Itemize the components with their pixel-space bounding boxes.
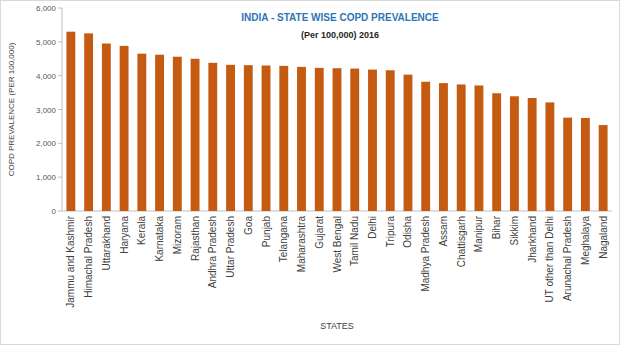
chart-frame	[1, 1, 620, 345]
bar	[545, 102, 554, 211]
x-tick-label: Uttar Pradesh	[225, 216, 236, 278]
y-tick	[58, 109, 62, 110]
x-axis-title: STATES	[320, 321, 354, 331]
x-tick-label: Gujarat	[314, 216, 325, 249]
bar	[510, 96, 519, 211]
bar	[244, 65, 253, 211]
bar	[563, 118, 572, 211]
bar	[457, 84, 466, 211]
x-tick-label: Maharashtra	[296, 216, 307, 273]
bars	[66, 32, 607, 211]
x-tick-label: Himachal Pradesh	[83, 216, 94, 298]
bar	[386, 70, 395, 211]
x-tick-label: UT other than Delhi	[544, 216, 555, 303]
bar	[599, 125, 608, 211]
y-tick	[58, 211, 62, 212]
x-tick-label: Telangana	[278, 216, 289, 263]
bar	[297, 67, 306, 211]
subtitle: (Per 100,000) 2016	[301, 30, 379, 40]
x-tick-label: Goa	[243, 216, 254, 235]
chart: 0 1,000 2,000 3,000 4,000 5,000 6,000 Jammu and…	[0, 0, 620, 345]
bar	[528, 98, 537, 211]
bar	[120, 46, 129, 211]
x-tick-label: Delhi	[367, 216, 378, 239]
y-tick-label: 0	[52, 207, 57, 216]
y-tick	[58, 8, 62, 9]
x-tick-label: Uttarakhand	[101, 216, 112, 270]
x-tick-label: Meghalaya	[580, 216, 591, 265]
x-tick-label: Haryana	[119, 216, 130, 254]
x-tick-label: Bihar	[491, 215, 502, 239]
bar	[137, 54, 146, 211]
x-tick-label: Nagaland	[598, 216, 609, 259]
bar	[333, 68, 342, 211]
x-tick-label: Karnataka	[154, 216, 165, 262]
x-tick-label: West Bengal	[332, 216, 343, 273]
bar	[475, 85, 484, 211]
y-axis	[62, 8, 63, 211]
x-tick-label: Tamil Nadu	[349, 216, 360, 266]
bar	[208, 63, 217, 211]
bar	[279, 66, 288, 211]
y-tick	[58, 75, 62, 76]
y-tick	[58, 143, 62, 144]
bar	[315, 68, 324, 211]
bar	[84, 33, 93, 211]
y-tick	[58, 177, 62, 178]
bar	[262, 66, 271, 211]
y-tick-label: 6,000	[36, 4, 57, 13]
x-tick-label: Assam	[438, 216, 449, 247]
y-tick-label: 3,000	[36, 106, 57, 115]
bar	[492, 93, 501, 211]
bar	[226, 65, 235, 211]
x-tick-label: Madhya Pradesh	[420, 216, 431, 292]
bar	[439, 83, 448, 211]
bar	[173, 57, 182, 211]
y-tick-label: 5,000	[36, 38, 57, 47]
bar	[350, 69, 359, 211]
bar	[155, 55, 164, 211]
bar	[581, 118, 590, 211]
x-tick-label: Kerala	[136, 216, 147, 245]
x-tick-label: Mizoram	[172, 216, 183, 254]
x-tick-label: Jammu and Kashmir	[65, 215, 76, 307]
x-tick-label: Andhra Pradesh	[207, 216, 218, 288]
y-tick-label: 1,000	[36, 173, 57, 182]
x-tick-label: Odisha	[402, 216, 413, 248]
x-tick-label: Sikkim	[509, 216, 520, 245]
x-tick-label: Rajasthan	[190, 216, 201, 261]
x-tick-label: Manipur	[473, 215, 484, 252]
y-axis-title: COPD PREVALENCE (PER 100,000)	[7, 42, 16, 176]
bar	[368, 70, 377, 211]
x-tick-label: Jharkhand	[527, 216, 538, 263]
x-tick-label: Chattisgarh	[456, 216, 467, 267]
bar	[102, 44, 111, 211]
bar	[404, 75, 413, 211]
y-tick-label: 4,000	[36, 72, 57, 81]
x-tick-label: Tripura	[385, 216, 396, 248]
y-tick	[58, 41, 62, 42]
bar	[421, 82, 430, 211]
x-tick-label: Punjab	[261, 216, 272, 248]
bar	[191, 59, 200, 211]
bar	[66, 32, 75, 211]
y-tick-label: 2,000	[36, 139, 57, 148]
title: INDIA - STATE WISE COPD PREVALENCE	[241, 12, 439, 23]
x-tick-label: Arunachal Pradesh	[562, 216, 573, 301]
